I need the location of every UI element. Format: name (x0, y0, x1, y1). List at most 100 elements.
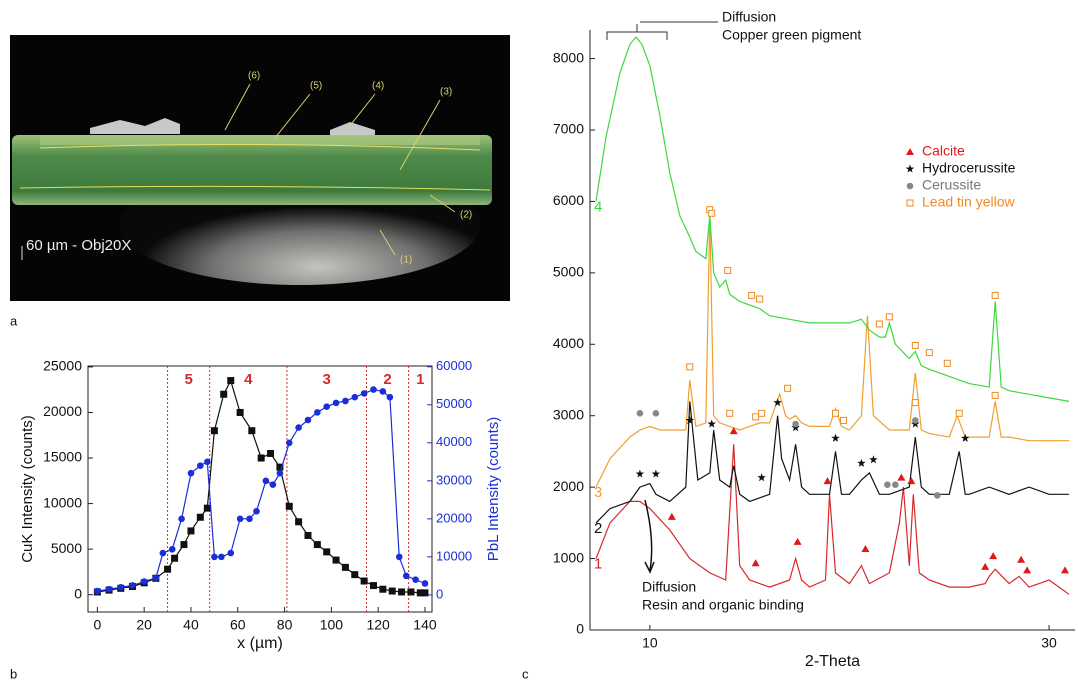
series-line (97, 388, 426, 592)
marker (332, 556, 340, 564)
marker (981, 562, 990, 570)
marker (925, 349, 933, 357)
x-tick-label: 60 (230, 617, 246, 633)
marker (885, 313, 893, 321)
y-tick-label: 0 (576, 621, 584, 637)
y-tick-label: 7000 (553, 121, 584, 137)
marker (314, 409, 321, 416)
x-axis-title: 2-Theta (805, 653, 860, 670)
marker (332, 399, 340, 407)
marker (117, 583, 125, 591)
marker (989, 552, 998, 560)
marker (262, 477, 270, 485)
marker (218, 553, 225, 561)
marker (227, 549, 235, 557)
marker (395, 553, 403, 561)
layer-label: (2) (460, 210, 472, 221)
marker (379, 388, 387, 395)
marker (773, 398, 782, 407)
marker (402, 572, 410, 580)
marker (164, 565, 172, 573)
layer-label: (1) (400, 255, 412, 266)
panel-label: c (522, 666, 529, 681)
marker (906, 199, 914, 207)
marker (253, 507, 260, 515)
marker (187, 527, 195, 535)
region-label: 2 (383, 371, 391, 388)
marker (943, 359, 951, 367)
layer-label: (3) (440, 87, 452, 98)
marker (370, 386, 377, 393)
marker (793, 537, 802, 545)
y-tick-label: 6000 (553, 192, 584, 208)
panel-label: b (10, 666, 17, 681)
marker (180, 541, 188, 549)
y-tick-label: 5000 (51, 540, 82, 556)
marker (839, 416, 847, 424)
x-tick-label: 80 (277, 617, 293, 633)
marker (707, 419, 716, 428)
marker (911, 399, 919, 407)
marker (756, 295, 764, 303)
marker (635, 469, 645, 478)
marker (94, 587, 101, 595)
region-label: 1 (416, 371, 424, 388)
marker (905, 164, 915, 173)
x-tick-label: 40 (183, 617, 199, 633)
y-tick-label: 25000 (43, 358, 82, 374)
marker (171, 554, 179, 562)
marker (246, 515, 253, 523)
x-tick-label: 20 (136, 617, 152, 633)
marker (236, 515, 244, 523)
marker (757, 473, 766, 482)
region-label: 3 (323, 371, 331, 388)
marker (257, 454, 265, 462)
marker (831, 433, 840, 442)
marker (751, 559, 760, 567)
marker (159, 549, 167, 557)
marker (204, 458, 211, 466)
y2-tick-label: 40000 (436, 434, 472, 449)
x-tick-label: 120 (366, 617, 390, 633)
marker (906, 148, 914, 155)
marker (667, 512, 676, 520)
layer-label: (4) (372, 81, 384, 92)
marker (351, 393, 359, 401)
arrow (644, 499, 655, 574)
y-tick-label: 1000 (553, 549, 584, 565)
marker (1023, 566, 1032, 574)
series-line (595, 215, 1069, 488)
marker (369, 582, 377, 590)
marker (652, 409, 660, 417)
marker (178, 515, 185, 523)
y2-tick-label: 20000 (436, 510, 472, 525)
marker (686, 363, 694, 371)
marker (708, 209, 716, 217)
y2-tick-label: 10000 (436, 548, 472, 563)
marker (960, 433, 970, 442)
marker (323, 548, 331, 556)
curve-label: 1 (594, 556, 602, 573)
marker (726, 409, 734, 417)
series-line (595, 401, 1069, 524)
legend-label: Lead tin yellow (922, 194, 1016, 210)
y-tick-label: 15000 (43, 449, 82, 465)
bracket (606, 21, 718, 40)
plot-frame (87, 365, 433, 613)
annotation: Diffusion (722, 9, 776, 25)
curve-label: 4 (594, 198, 602, 215)
marker (187, 469, 195, 477)
marker (379, 585, 387, 593)
marker (285, 502, 293, 510)
marker (636, 409, 644, 417)
x-tick-label: 30 (1041, 635, 1057, 651)
marker (304, 416, 312, 424)
marker (295, 424, 302, 431)
marker (991, 391, 999, 399)
curve-label: 2 (594, 520, 602, 537)
marker (152, 574, 160, 582)
marker (991, 291, 999, 299)
marker (295, 518, 303, 526)
y2-tick-label: 50000 (436, 396, 472, 411)
marker (203, 504, 211, 512)
